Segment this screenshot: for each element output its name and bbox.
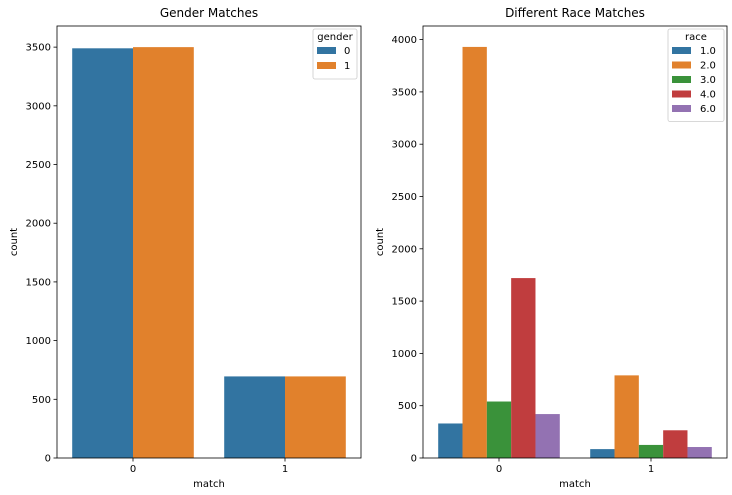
legend-swatch-3-0	[672, 76, 691, 83]
legend-label-1-0: 1.0	[700, 46, 716, 57]
legend-swatch-6-0	[672, 105, 691, 112]
bar-1-0-0	[438, 423, 463, 458]
legend-label-1: 1	[344, 61, 350, 72]
bar-1-1	[285, 376, 346, 458]
y-tick-label: 3000	[392, 140, 417, 151]
y-tick-label: 1000	[392, 349, 417, 360]
x-tick-label: 0	[496, 464, 502, 475]
x-tick-label: 0	[130, 464, 136, 475]
chart-title: Gender Matches	[160, 6, 258, 20]
y-axis-label: count	[9, 228, 20, 256]
y-tick-label: 3500	[392, 87, 417, 98]
y-tick-label: 2500	[26, 160, 51, 171]
bar-3-0-1	[638, 444, 664, 458]
y-tick-label: 1500	[26, 277, 51, 288]
bar-6-0-0	[535, 414, 560, 458]
bar-1-0	[133, 47, 194, 459]
y-tick-label: 500	[32, 395, 51, 406]
legend-label-6-0: 6.0	[700, 104, 716, 115]
y-tick-label: 4000	[392, 35, 417, 46]
bar-3-0-0	[486, 401, 512, 458]
y-tick-label: 1000	[26, 336, 51, 347]
y-tick-label: 2500	[392, 192, 417, 203]
bar-4-0-1	[663, 430, 688, 458]
bar-4-0-0	[511, 278, 536, 458]
bar-6-0-1	[687, 447, 712, 458]
y-tick-label: 0	[45, 454, 51, 465]
bar-2-0-0	[462, 46, 487, 458]
bar-1-0-1	[590, 449, 615, 458]
legend-swatch-2-0	[672, 61, 691, 69]
legend-swatch-0	[317, 47, 336, 54]
bar-0-0	[72, 48, 133, 458]
chart-title: Different Race Matches	[505, 6, 645, 20]
legend-swatch-1	[317, 62, 336, 69]
y-tick-label: 1500	[392, 297, 417, 308]
y-tick-label: 2000	[392, 244, 417, 255]
y-tick-label: 500	[398, 401, 417, 412]
y-tick-label: 3000	[26, 101, 51, 112]
gender-matches-chart: Gender Matches 0 500 1000 1500 2000 2500 3000 35…	[9, 6, 362, 490]
y-tick-label: 0	[411, 454, 417, 465]
y-tick-label: 3500	[26, 43, 51, 54]
plot-frame	[56, 25, 362, 459]
x-axis-label: match	[193, 479, 225, 490]
plot-frame	[422, 25, 728, 459]
x-tick-label: 1	[282, 464, 288, 475]
legend-label-0: 0	[344, 46, 350, 57]
legend-title: race	[685, 32, 707, 43]
y-tick-label: 2000	[26, 219, 51, 230]
x-tick-label: 1	[648, 464, 654, 475]
bar-0-1	[224, 376, 285, 458]
legend-title: gender	[317, 32, 353, 43]
legend-label-3-0: 3.0	[700, 75, 716, 86]
x-axis-label: match	[559, 479, 591, 490]
y-axis-label: count	[375, 228, 386, 256]
bar-2-0-1	[614, 375, 639, 458]
race-matches-chart: Different Race Matches 0 500 1000 1500 2000 25…	[375, 6, 728, 490]
legend-label-4-0: 4.0	[700, 90, 716, 101]
legend-label-2-0: 2.0	[700, 61, 716, 72]
legend-swatch-4-0	[672, 90, 691, 98]
legend-swatch-1-0	[672, 47, 691, 54]
